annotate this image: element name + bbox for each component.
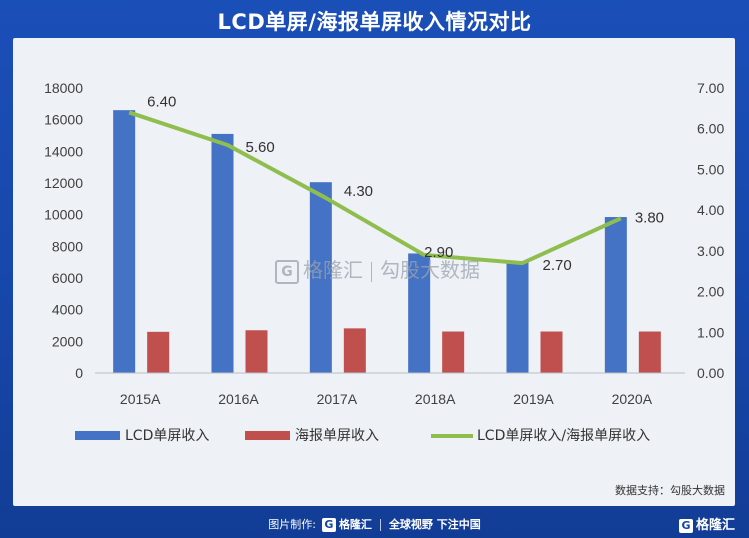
x-tick-label: 2018A [415,391,456,407]
footer-brand: 格隆汇 [338,518,372,531]
watermark-brand: 格隆汇 [303,258,363,282]
left-tick-label: 18000 [44,80,83,96]
left-tick-label: 10000 [44,207,83,223]
left-axis-ticks: 0 2000 4000 6000 8000 10000 12000 14000 16000 180… [44,80,83,381]
legend-label-ratio: LCD单屏收入/海报单屏收入 [477,428,650,444]
right-tick-label: 0.00 [697,365,724,381]
watermark-divider [371,261,372,282]
bar-poster [540,331,563,373]
right-tick-label: 2.00 [697,284,724,300]
x-tick-label: 2019A [513,391,554,407]
bar-lcd [506,261,529,373]
watermark-sub: 勾股大数据 [380,258,480,282]
bar-poster [442,331,465,373]
left-tick-label: 14000 [44,143,83,159]
bar-lcd [309,182,332,373]
data-label: 3.80 [635,209,664,226]
footer-divider [379,519,381,531]
left-tick-label: 0 [75,365,83,381]
footer-right-brand: 格隆汇 [695,518,735,533]
right-tick-label: 3.00 [697,243,724,259]
x-tick-label: 2015A [120,391,161,407]
ratio-line-series: 6.40 5.60 4.30 2.90 2.70 3.80 [128,93,664,274]
data-label: 4.30 [344,183,373,200]
bar-lcd [113,110,136,374]
combo-chart: 0 2000 4000 6000 8000 10000 12000 14000 16000 180… [44,80,724,444]
footer-logo-icon: G [321,518,336,532]
footer: 图片制作: G 格隆汇 全球视野 下注中国 G 格隆汇 [0,508,749,538]
chart-title: LCD单屏/海报单屏收入情况对比 [217,10,532,34]
chart-panel: 0 2000 4000 6000 8000 10000 12000 14000 16000 180… [13,38,735,506]
bar-lcd [604,217,627,373]
bar-lcd [211,133,234,373]
left-tick-label: 12000 [44,175,83,191]
x-tick-label: 2017A [317,391,358,407]
bars [113,110,661,374]
footer-made-by: 图片制作: [268,518,316,531]
bar-poster [147,331,170,373]
data-label: 5.60 [246,139,275,156]
legend-label-poster: 海报单屏收入 [295,428,379,444]
legend-swatch-poster [245,431,290,440]
right-tick-label: 6.00 [697,121,724,137]
watermark: G 格隆汇 勾股大数据 [275,254,480,284]
legend: LCD单屏收入 海报单屏收入 LCD单屏收入/海报单屏收入 [75,428,650,444]
data-label: 6.40 [147,93,176,110]
left-tick-label: 2000 [52,333,83,349]
bar-poster [245,330,268,373]
right-tick-label: 5.00 [697,161,724,177]
data-label: 2.70 [543,257,572,274]
legend-label-lcd: LCD单屏收入 [125,428,209,444]
data-source: 数据支持：勾股大数据 [615,484,725,497]
left-tick-label: 16000 [44,112,83,128]
watermark-logo-icon: G [275,259,299,284]
bar-lcd [408,253,431,373]
footer-slogan: 全球视野 下注中国 [388,518,481,531]
right-axis-ticks: 0.00 1.00 2.00 3.00 4.00 5.00 6.00 7.00 [697,80,724,381]
bar-poster [638,331,661,373]
footer-right-logo-icon: G [678,518,693,533]
x-tick-label: 2020A [612,391,653,407]
x-tick-label: 2016A [218,391,259,407]
right-tick-label: 1.00 [697,324,724,340]
ratio-line [128,110,622,266]
data-label: 2.90 [424,244,453,261]
right-tick-label: 7.00 [697,80,724,96]
legend-swatch-lcd [75,431,120,440]
left-tick-label: 8000 [52,238,83,254]
right-tick-label: 4.00 [697,202,724,218]
left-tick-label: 6000 [52,270,83,286]
left-tick-label: 4000 [52,302,83,318]
bar-poster [343,328,366,373]
x-axis-ticks: 2015A 2016A 2017A 2018A 2019A 2020A [120,391,653,407]
